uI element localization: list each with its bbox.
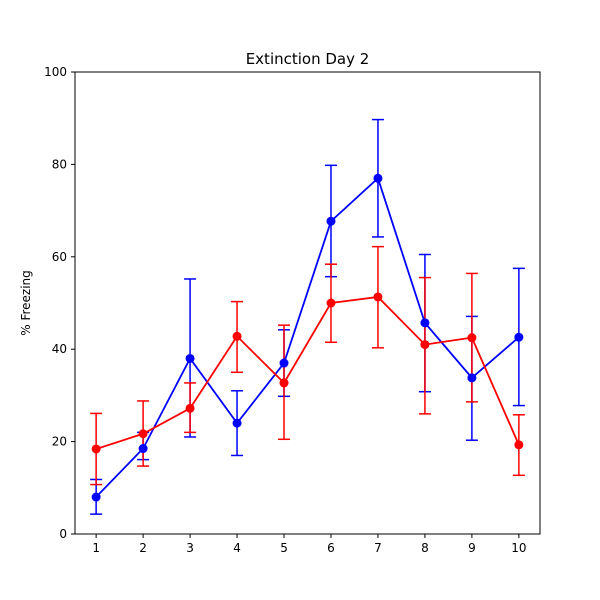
y-tick-label: 60 — [52, 250, 67, 264]
data-point — [326, 216, 336, 226]
chart-title: Extinction Day 2 — [246, 50, 370, 68]
data-point — [514, 332, 524, 342]
x-tick-label: 6 — [327, 541, 335, 555]
data-point — [91, 444, 101, 454]
plot-area-frame — [74, 71, 541, 535]
y-tick-label: 80 — [52, 157, 67, 171]
y-tick-label: 0 — [59, 527, 67, 541]
data-point — [232, 418, 242, 428]
series-layer — [91, 173, 524, 502]
x-tick-label: 2 — [139, 541, 147, 555]
data-point — [138, 429, 148, 439]
data-point — [514, 440, 524, 450]
series-line — [95, 176, 520, 498]
data-point — [279, 358, 289, 368]
series-line — [95, 296, 520, 450]
data-point — [185, 403, 195, 413]
data-point — [373, 292, 383, 302]
x-tick-label: 7 — [374, 541, 382, 555]
data-point — [279, 378, 289, 388]
y-axis: 0 20 40 60 80 100 — [44, 65, 75, 541]
y-tick-label: 100 — [44, 65, 67, 79]
data-point — [420, 340, 430, 350]
data-point — [232, 331, 242, 341]
x-tick-label: 10 — [511, 541, 526, 555]
data-point — [326, 298, 336, 308]
x-tick-label: 9 — [468, 541, 476, 555]
x-tick-label: 8 — [421, 541, 429, 555]
data-point — [467, 373, 477, 383]
x-tick-label: 4 — [233, 541, 241, 555]
data-point — [91, 492, 101, 502]
data-point — [467, 333, 477, 343]
y-tick-label: 40 — [52, 342, 67, 356]
x-tick-label: 5 — [280, 541, 288, 555]
data-point — [138, 444, 148, 454]
x-axis: 1 2 3 4 5 6 7 8 9 10 — [92, 534, 527, 555]
y-axis-label: % Freezing — [19, 270, 33, 336]
data-point — [420, 318, 430, 328]
data-point — [373, 173, 383, 183]
x-tick-label: 1 — [92, 541, 100, 555]
data-point — [185, 353, 195, 363]
x-tick-label: 3 — [186, 541, 194, 555]
y-tick-label: 20 — [52, 435, 67, 449]
